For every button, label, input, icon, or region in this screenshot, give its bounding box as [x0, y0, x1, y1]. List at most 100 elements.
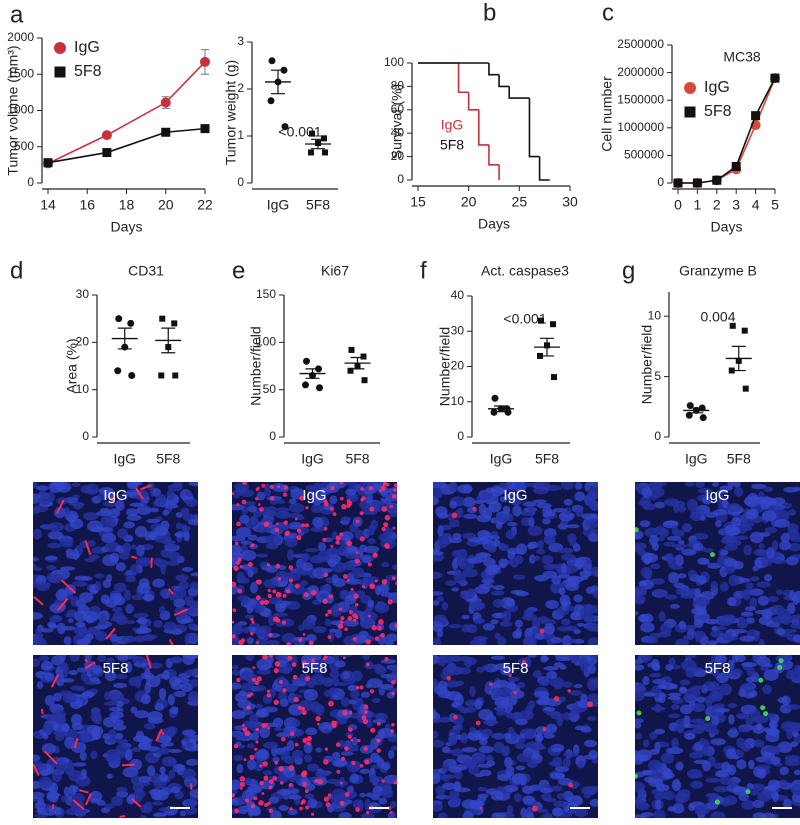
nucleus: [694, 588, 701, 598]
nucleus: [557, 793, 566, 799]
nucleus: [562, 681, 573, 687]
x-tick-label: 5: [771, 197, 779, 213]
image-label: 5F8: [103, 660, 129, 677]
nucleus: [63, 693, 77, 703]
spot: [255, 740, 258, 743]
step-segment: [469, 92, 479, 110]
nucleus: [454, 694, 464, 706]
nucleus: [429, 803, 443, 812]
y-tick-label: 0: [269, 429, 276, 443]
spot: [292, 662, 297, 667]
nucleus: [539, 678, 550, 687]
spot: [289, 578, 293, 582]
marker: [321, 135, 327, 141]
nucleus: [48, 522, 64, 532]
spot: [633, 774, 638, 779]
spot: [543, 727, 547, 731]
nucleus: [545, 600, 559, 609]
nucleus: [184, 735, 190, 743]
nucleus: [127, 514, 142, 520]
nucleus: [496, 513, 510, 523]
nucleus: [275, 653, 284, 661]
y-tick-label: 500000: [624, 148, 664, 162]
spot: [350, 739, 353, 742]
nucleus: [62, 626, 76, 630]
nucleus: [758, 595, 769, 605]
nucleus: [706, 700, 712, 707]
nucleus: [663, 520, 678, 525]
nucleus: [451, 587, 459, 591]
nucleus: [129, 653, 137, 658]
nucleus: [287, 740, 295, 751]
nucleus: [536, 700, 543, 704]
nucleus: [93, 715, 103, 724]
nucleus: [553, 801, 568, 808]
spot: [278, 766, 283, 771]
nucleus: [75, 622, 85, 627]
nucleus: [573, 684, 583, 688]
nucleus: [232, 665, 239, 669]
nucleus: [543, 798, 556, 802]
nucleus: [776, 589, 782, 594]
nucleus: [536, 549, 545, 554]
nucleus: [50, 795, 58, 803]
nucleus: [101, 594, 110, 604]
nucleus: [49, 481, 63, 492]
spot: [391, 723, 395, 727]
spot: [275, 564, 280, 569]
nucleus: [301, 554, 308, 563]
spot: [340, 620, 343, 623]
nucleus: [567, 796, 583, 807]
nucleus: [247, 569, 254, 577]
nucleus: [185, 669, 200, 676]
nucleus: [654, 589, 668, 597]
nucleus: [467, 657, 477, 665]
nucleus: [72, 785, 79, 792]
nucleus: [101, 533, 116, 543]
nucleus: [759, 639, 765, 648]
nucleus: [303, 562, 313, 571]
spot: [356, 519, 360, 523]
nucleus: [126, 605, 135, 611]
legend-marker: [684, 82, 696, 94]
nucleus: [325, 548, 341, 555]
nucleus: [35, 628, 42, 634]
nucleus: [109, 692, 124, 703]
nucleus: [748, 760, 755, 770]
nucleus: [569, 690, 582, 696]
nucleus: [764, 574, 772, 582]
x-tick-label: IgG: [685, 451, 708, 467]
spot: [326, 802, 331, 807]
spot: [340, 481, 343, 484]
nucleus: [552, 757, 562, 768]
nucleus: [668, 693, 682, 697]
nucleus: [501, 611, 511, 622]
nucleus: [109, 707, 124, 712]
nucleus: [524, 732, 531, 739]
nucleus: [45, 556, 57, 560]
nucleus: [635, 733, 642, 740]
nucleus: [332, 752, 340, 760]
spot: [336, 743, 341, 748]
nucleus: [453, 533, 462, 540]
nucleus: [324, 690, 335, 697]
nucleus: [281, 751, 288, 760]
nucleus: [430, 730, 438, 738]
spot: [384, 657, 388, 661]
spot: [347, 501, 352, 506]
nucleus: [559, 548, 574, 554]
nucleus: [64, 636, 72, 645]
spot: [360, 685, 364, 689]
spot: [256, 728, 259, 731]
marker: [172, 372, 178, 378]
nucleus: [188, 623, 198, 629]
nucleus: [49, 615, 63, 622]
spot: [276, 592, 282, 598]
spot: [356, 551, 359, 554]
nucleus: [563, 758, 571, 768]
nucleus: [289, 503, 304, 513]
nucleus: [111, 796, 123, 806]
nucleus: [525, 813, 534, 820]
spot: [256, 595, 261, 600]
nucleus: [514, 555, 523, 564]
